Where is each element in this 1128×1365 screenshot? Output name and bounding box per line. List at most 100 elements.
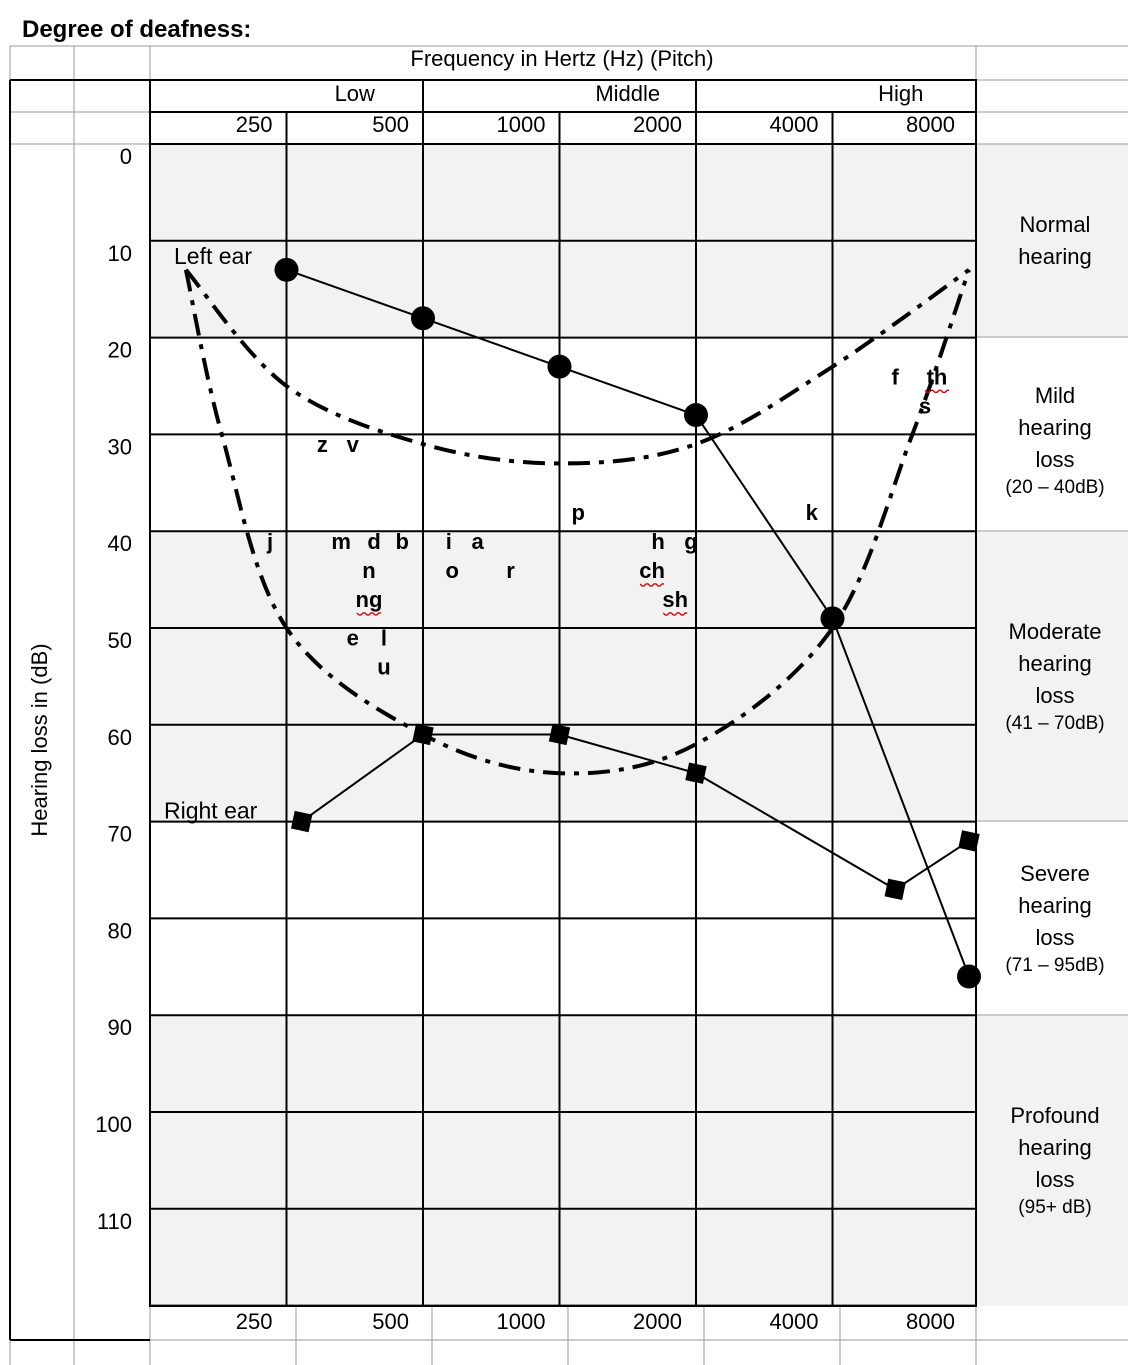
hearing-category-0: Normal hearing (980, 209, 1128, 273)
spell-underline-ch (639, 583, 665, 587)
hearing-category-3: Severe hearing loss (71 – 95dB) (980, 858, 1128, 978)
hearing-category-line: loss (1035, 683, 1075, 708)
series-line-right-ear (301, 733, 970, 891)
right-ear-point-2 (548, 723, 571, 746)
plot-grid (149, 79, 977, 1307)
hearing-category-line: loss (1035, 447, 1075, 472)
hearing-category-1: Mild hearing loss (20 – 40dB) (980, 380, 1128, 500)
speech-sound-r: r (506, 558, 515, 583)
speech-sound-h: h (651, 529, 664, 554)
hearing-category-2: Moderate hearing loss (41 – 70dB) (980, 616, 1128, 736)
category-band-bg-0 (976, 144, 1128, 338)
pitch-band-middle: Middle (595, 81, 660, 106)
frequency-header: Frequency in Hertz (Hz) (Pitch) Low Middl… (236, 46, 955, 1334)
banana-upper-curve (184, 268, 971, 466)
speech-sound-o: o (446, 558, 459, 583)
speech-sound-j: j (266, 529, 273, 554)
speech-sound-n: n (362, 558, 375, 583)
x-tick-top-2000: 2000 (633, 112, 682, 137)
x-tick-top-4000: 4000 (770, 112, 819, 137)
y-tick-100: 100 (95, 1112, 132, 1137)
y-tick-50: 50 (108, 628, 132, 653)
right-ear-point-0 (290, 810, 313, 833)
speech-sound-g: g (684, 529, 697, 554)
left-ear-point-1 (411, 306, 435, 331)
x-tick-top-8000: 8000 (906, 112, 955, 137)
y-axis-title: Hearing loss in (dB) (27, 643, 52, 837)
speech-sound-l: l (381, 626, 387, 651)
hearing-category-line: Severe (1020, 861, 1090, 886)
hearing-category-line: Mild (1034, 383, 1076, 408)
y-tick-80: 80 (108, 918, 132, 943)
series-label-right-ear: Right ear (164, 798, 258, 824)
right-ear-point-5 (958, 830, 980, 852)
speech-sound-d: d (367, 529, 380, 554)
series-line-left-ear (286, 268, 970, 977)
band-2 (150, 531, 976, 822)
speech-sound-b: b (396, 529, 409, 554)
left-ear-point-0 (274, 257, 299, 282)
hearing-category-range: (95+ dB) (1018, 1197, 1092, 1218)
y-tick-30: 30 (108, 434, 132, 459)
hearing-category-line: hearing (1018, 651, 1092, 676)
x-tick-top-1000: 1000 (497, 112, 546, 137)
hearing-category-line: hearing (1018, 244, 1092, 269)
hearing-category-range: (20 – 40dB) (1005, 477, 1105, 498)
hearing-category-line: Normal (1019, 212, 1091, 237)
y-tick-70: 70 (108, 822, 132, 847)
speech-sound-ng: ng (356, 587, 383, 612)
speech-sound-p: p (572, 500, 585, 525)
x-tick-bottom-8000: 8000 (906, 1309, 955, 1334)
speech-sound-i: i (446, 529, 452, 554)
y-tick-40: 40 (108, 531, 132, 556)
hearing-category-line: hearing (1018, 415, 1092, 440)
y-tick-60: 60 (108, 725, 132, 750)
x-tick-bottom-500: 500 (372, 1309, 409, 1334)
page-title: Degree of deafness: (22, 16, 252, 43)
pitch-band-high: High (878, 81, 923, 106)
spell-underline-th (924, 389, 949, 393)
category-band-bg-4 (976, 1015, 1128, 1306)
hearing-category-4: Profound hearing loss (95+ dB) (980, 1100, 1128, 1220)
speech-sound-u: u (377, 655, 390, 680)
left-ear-point-4 (820, 606, 845, 631)
series-lines: Left ear Right ear (164, 243, 981, 989)
hearing-category-line: Profound (1010, 1103, 1100, 1128)
x-tick-bottom-4000: 4000 (770, 1309, 819, 1334)
hearing-category-line: loss (1035, 1167, 1075, 1192)
category-band-bg-2 (976, 531, 1128, 822)
y-tick-20: 20 (108, 338, 132, 363)
speech-sound-ch: ch (639, 558, 665, 583)
x-tick-bottom-2000: 2000 (633, 1309, 682, 1334)
speech-sound-labels: z v p k f th s j m d b i a h g n o r ch ng sh e lu (266, 364, 949, 680)
x-tick-bottom-250: 250 (236, 1309, 273, 1334)
right-ear-point-4 (884, 878, 906, 901)
speech-banana-curve (183, 268, 971, 776)
spell-underline-ng (356, 612, 381, 616)
speech-sound-z: z (317, 432, 328, 457)
left-ear-point-2 (547, 354, 572, 379)
speech-sound-m: m (331, 529, 351, 554)
x-tick-top-250: 250 (236, 112, 273, 137)
left-ear-point-5 (957, 964, 981, 989)
speech-sound-a: a (472, 529, 485, 554)
y-tick-110: 110 (97, 1209, 132, 1234)
pitch-band-low: Low (335, 81, 375, 106)
series-label-left-ear: Left ear (174, 243, 252, 269)
hearing-category-line: loss (1035, 925, 1075, 950)
y-tick-0: 0 (120, 144, 132, 169)
right-ear-point-3 (685, 762, 707, 784)
hearing-category-line: hearing (1018, 1135, 1092, 1160)
banana-lower-curve (183, 269, 971, 776)
x-axis-title: Frequency in Hertz (Hz) (Pitch) (410, 46, 713, 71)
left-ear-point-3 (684, 403, 708, 428)
band-4 (150, 1015, 976, 1306)
hearing-category-range: (71 – 95dB) (1005, 955, 1105, 976)
speech-sound-s: s (919, 393, 931, 418)
speech-sound-th: th (927, 364, 948, 389)
spell-underline-sh (662, 612, 688, 616)
x-tick-top-500: 500 (372, 112, 409, 137)
y-tick-10: 10 (108, 241, 132, 266)
speech-sound-k: k (806, 500, 819, 525)
